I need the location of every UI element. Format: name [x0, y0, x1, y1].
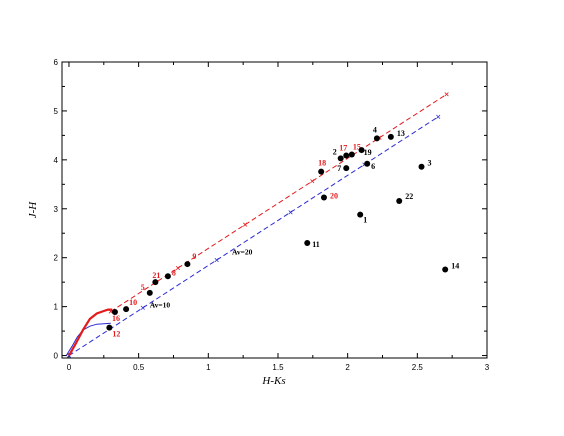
point-label: 12	[112, 330, 120, 339]
point-label: 9	[192, 252, 196, 261]
data-point	[318, 168, 325, 175]
data-point	[418, 163, 425, 170]
data-point	[337, 155, 344, 162]
point-label: 7	[337, 164, 341, 173]
x-tick-label: 2.5	[412, 363, 424, 372]
point-label: 1	[363, 216, 367, 225]
y-tick-label: 6	[54, 58, 59, 67]
data-point	[364, 160, 371, 167]
data-point	[111, 309, 118, 316]
intrinsic-loci	[65, 308, 113, 357]
red-line-marker	[444, 92, 449, 97]
y-tick-label: 3	[54, 205, 59, 214]
data-point	[123, 306, 130, 313]
point-label: 6	[371, 162, 375, 171]
point-label: 4	[373, 125, 377, 134]
point-label: 14	[451, 261, 459, 270]
plot-frame	[61, 61, 488, 359]
point-label: 3	[428, 159, 432, 168]
point-label: 10	[129, 298, 137, 307]
blue-line-marker	[288, 210, 293, 215]
data-point	[164, 273, 171, 280]
blue-reddening-line	[68, 116, 439, 356]
data-point	[343, 152, 350, 159]
point-label: 21	[152, 271, 160, 280]
data-point	[152, 279, 159, 286]
data-point	[348, 151, 355, 158]
point-label: 19	[364, 148, 372, 157]
red-line-marker	[175, 265, 181, 271]
red-reddening-line	[110, 93, 447, 312]
av-markers: Av=10 Av=20	[150, 247, 253, 309]
point-label: 17	[339, 143, 347, 152]
point-label: 20	[330, 192, 338, 201]
data-point	[358, 147, 365, 154]
x-tick-label: 3	[485, 363, 490, 372]
data-point	[146, 289, 153, 296]
y-tick-label: 1	[54, 303, 59, 312]
data-point	[387, 133, 394, 140]
data-point	[106, 324, 113, 331]
y-tick-label: 5	[54, 107, 59, 116]
av-marker-label: Av=10	[150, 301, 171, 310]
point-label: 2	[333, 147, 337, 156]
data-point	[343, 165, 350, 172]
point-label: 13	[397, 129, 405, 138]
blue-line-marker	[436, 114, 441, 119]
point-label: 15	[353, 142, 361, 151]
x-axis-label: H-Ks	[261, 375, 285, 387]
point-label: 8	[172, 268, 176, 277]
point-label: 16	[112, 314, 120, 323]
point-label: 18	[318, 159, 326, 168]
data-point	[396, 197, 403, 204]
giant-locus-curve	[65, 322, 111, 356]
y-tick-label: 0	[54, 352, 59, 361]
y-axis-label: J-H	[27, 201, 39, 219]
x-tick-label: 0.5	[133, 363, 145, 372]
blue-line-marker	[214, 257, 219, 263]
data-point	[357, 211, 364, 218]
red-line-marker	[310, 179, 315, 184]
x-tick-label: 2	[345, 363, 350, 372]
red-line-marker	[243, 222, 248, 227]
data-point	[320, 194, 327, 201]
dwarf-locus-curve	[68, 308, 113, 357]
point-label: 22	[405, 192, 413, 201]
y-tick-label: 4	[54, 156, 59, 165]
data-point	[442, 266, 449, 273]
x-tick-label: 1	[206, 363, 211, 372]
data-point	[304, 240, 311, 247]
av-marker-label: Av=20	[232, 247, 253, 256]
data-point	[373, 135, 380, 142]
x-tick-label: 0	[67, 363, 72, 372]
point-label: 5	[141, 283, 145, 292]
reddening-lines	[66, 92, 449, 358]
x-tick-label: 1.5	[272, 363, 284, 372]
data-point	[184, 261, 191, 268]
y-tick-label: 2	[54, 254, 59, 263]
blue-line-marker	[140, 305, 145, 310]
point-label: 11	[312, 240, 320, 249]
